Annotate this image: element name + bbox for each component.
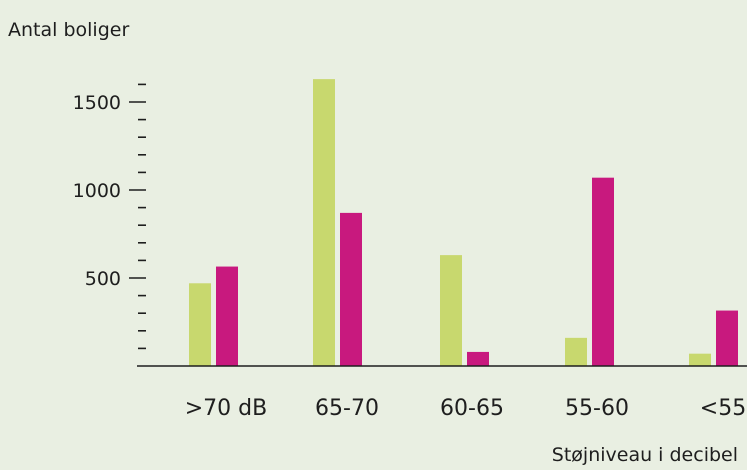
x-tick-label: 60-65 [440,396,504,421]
x-tick-label: 65-70 [315,396,379,421]
y-axis-label: Antal boliger [8,19,129,41]
bar-green-0 [189,283,211,366]
bar-magenta-4 [716,310,738,366]
bar-green-4 [689,353,711,366]
y-tick-label: 1500 [73,92,121,114]
x-tick-label: >70 dB [185,396,267,421]
bar-green-3 [565,337,587,366]
x-tick-label: <55 [700,396,746,421]
bar-magenta-3 [592,177,614,366]
bar-green-2 [440,255,462,366]
bar-magenta-0 [216,266,238,366]
bar-green-1 [313,79,335,367]
x-tick-label: 55-60 [565,396,629,421]
y-tick-label: 500 [85,268,121,290]
y-tick-label: 1000 [73,180,121,202]
bar-magenta-2 [467,351,489,366]
x-axis-label: Støjniveau i decibel [552,444,738,466]
bar-magenta-1 [340,212,362,366]
